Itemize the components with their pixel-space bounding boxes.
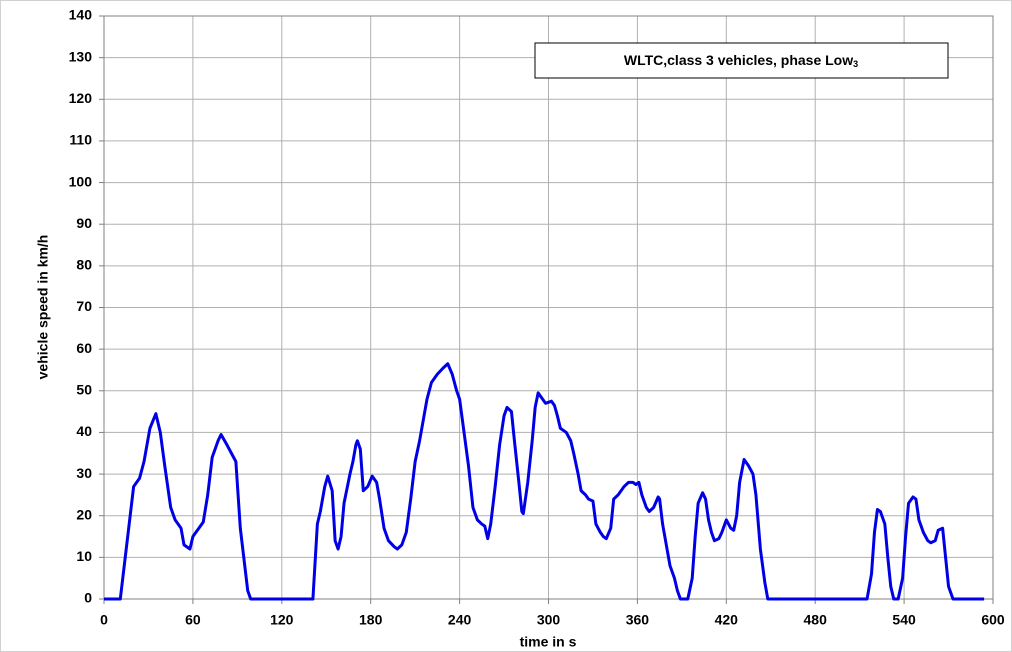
x-tick-label: 0 xyxy=(100,612,108,628)
x-tick-label: 360 xyxy=(626,612,650,628)
y-tick-label: 0 xyxy=(84,590,92,606)
chart-title: WLTC,class 3 vehicles, phase Low3 xyxy=(624,52,858,70)
y-tick-label: 90 xyxy=(76,215,92,231)
title-text: WLTC,class 3 vehicles, phase Low xyxy=(624,52,853,68)
y-tick-label: 20 xyxy=(76,506,92,522)
x-tick-label: 300 xyxy=(537,612,561,628)
x-tick-label: 240 xyxy=(448,612,472,628)
y-axis-label: vehicle speed in km/h xyxy=(35,235,51,380)
speed-line xyxy=(104,362,985,601)
y-tick-label: 50 xyxy=(76,381,92,397)
x-tick-label: 480 xyxy=(804,612,828,628)
legend-box xyxy=(534,42,949,79)
y-tick-label: 130 xyxy=(69,48,93,64)
y-tick-label: 80 xyxy=(76,257,92,273)
x-tick-label: 180 xyxy=(359,612,383,628)
x-tick-label: 420 xyxy=(715,612,739,628)
title-subscript: 3 xyxy=(853,59,858,69)
x-tick-label: 120 xyxy=(270,612,294,628)
y-tick-label: 100 xyxy=(69,173,93,189)
y-tick-label: 10 xyxy=(76,548,92,564)
y-tick-label: 30 xyxy=(76,465,92,481)
y-tick-label: 40 xyxy=(76,423,92,439)
y-tick-label: 60 xyxy=(76,340,92,356)
x-tick-label: 600 xyxy=(981,612,1005,628)
x-axis-label: time in s xyxy=(520,634,577,650)
x-tick-label: 540 xyxy=(892,612,916,628)
y-tick-label: 70 xyxy=(76,298,92,314)
y-tick-label: 110 xyxy=(69,132,92,148)
x-tick-label: 60 xyxy=(185,612,201,628)
y-tick-label: 120 xyxy=(69,90,93,106)
y-tick-label: 140 xyxy=(69,7,93,23)
